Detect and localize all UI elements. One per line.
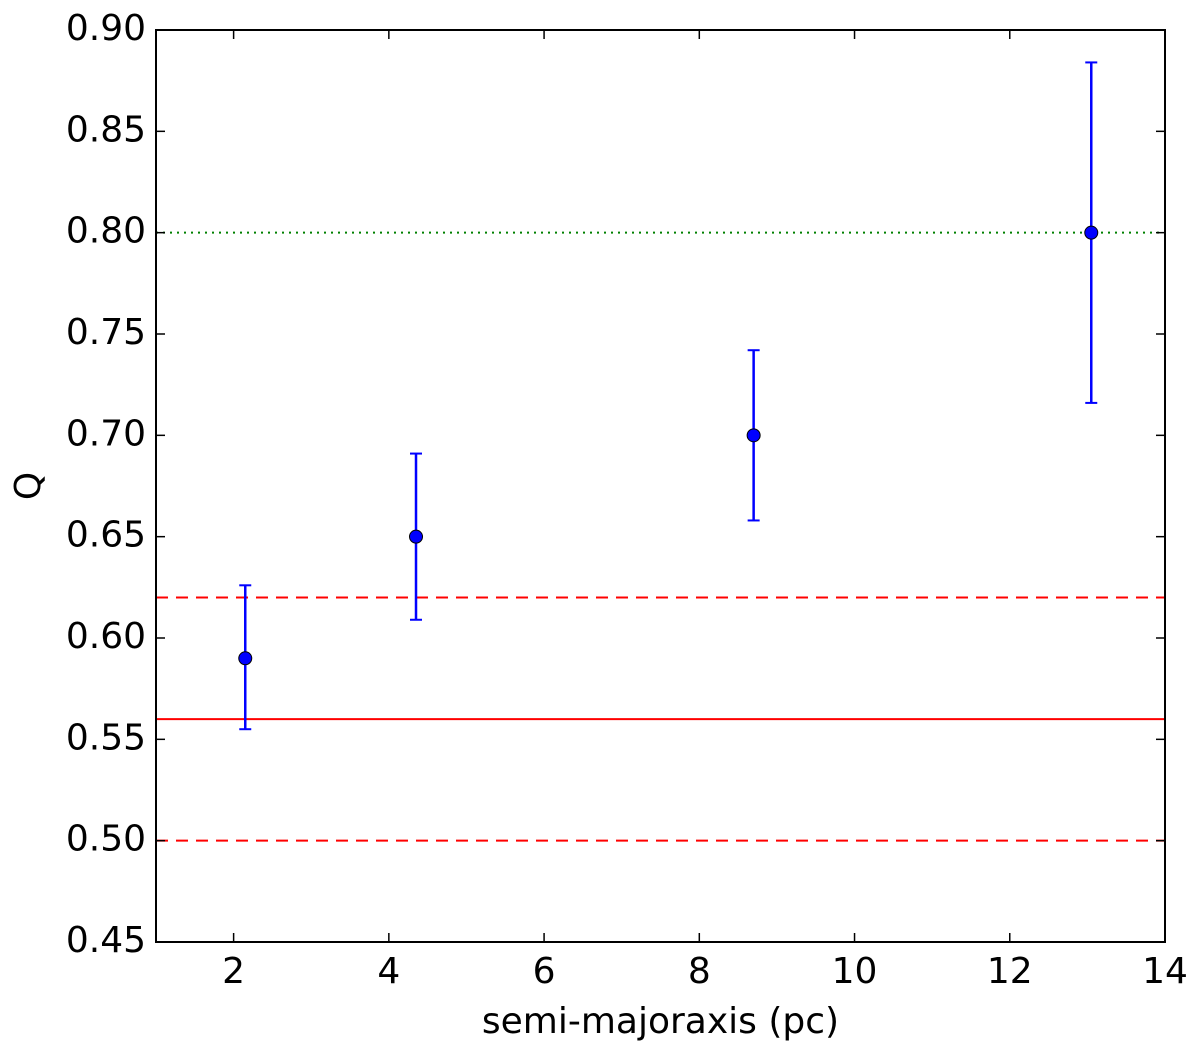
y-tick-label: 0.50	[66, 819, 146, 860]
x-tick-label: 10	[832, 951, 878, 992]
x-axis-title: semi-majoraxis (pc)	[482, 1001, 839, 1042]
x-tick-label: 8	[688, 951, 711, 992]
y-tick-label: 0.90	[66, 8, 146, 49]
y-tick-label: 0.85	[66, 109, 146, 150]
y-tick-label: 0.65	[66, 515, 146, 556]
x-tick-label: 14	[1142, 951, 1188, 992]
data-point	[746, 428, 761, 443]
y-axis-title: Q	[8, 472, 49, 500]
axis-ticks: 2 4 6 8 10 12 14 0.45 0.50 0.55 0.60 0.65 0.70 0.75 0.…	[66, 8, 1188, 992]
x-tick-label: 6	[533, 951, 556, 992]
data-points	[238, 61, 1099, 731]
data-point	[409, 529, 424, 544]
y-tick-label: 0.75	[66, 312, 146, 353]
data-point	[1084, 225, 1099, 240]
x-tick-label: 2	[222, 951, 245, 992]
plot-frame	[155, 29, 1166, 943]
y-tick-label: 0.55	[66, 717, 146, 758]
data-point	[238, 651, 253, 666]
y-tick-label: 0.80	[66, 211, 146, 252]
y-tick-label: 0.60	[66, 616, 146, 657]
y-tick-label: 0.70	[66, 413, 146, 454]
reference-lines	[156, 231, 1165, 842]
x-tick-label: 12	[987, 951, 1033, 992]
y-tick-label: 0.45	[66, 920, 146, 961]
x-tick-label: 4	[377, 951, 400, 992]
